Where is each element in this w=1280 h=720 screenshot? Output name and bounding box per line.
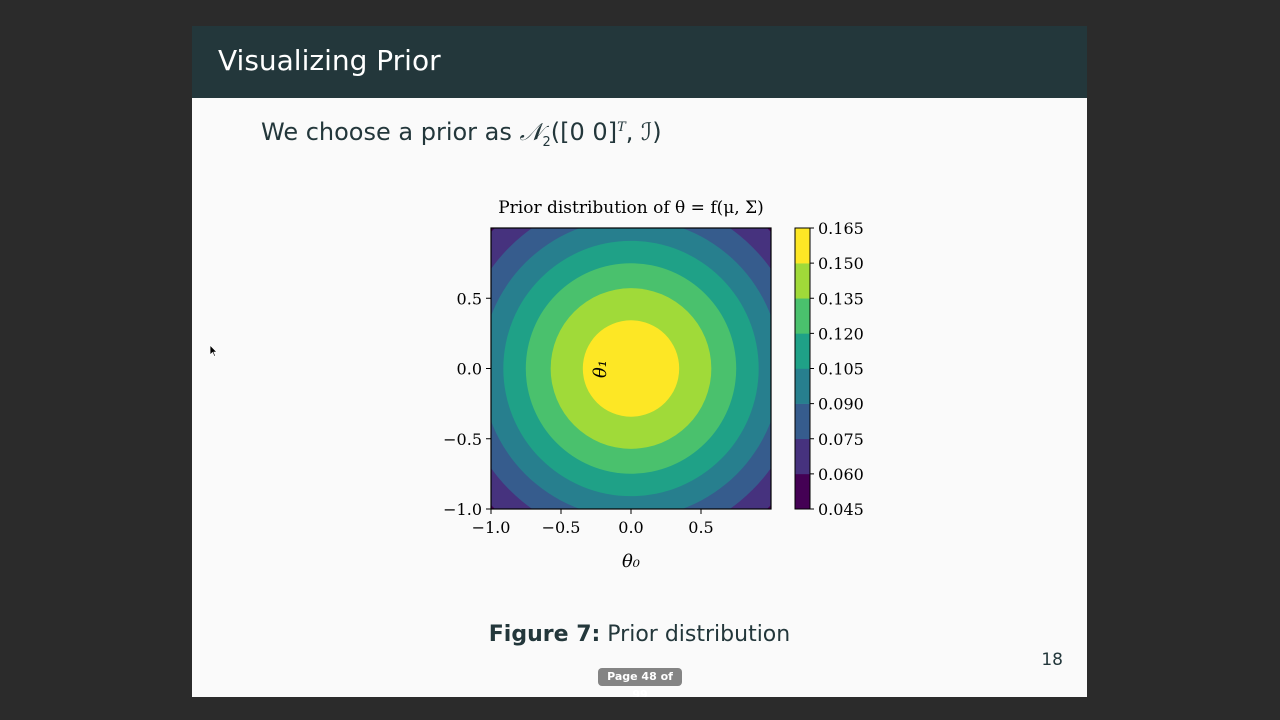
caption-text: Prior distribution [607, 622, 791, 647]
colorbar-label: 0.165 [818, 219, 864, 238]
math-normal-symbol: 𝒩 [519, 118, 543, 146]
x-tick-label: 0.5 [688, 518, 713, 537]
colorbar-label: 0.135 [818, 289, 864, 308]
colorbar-segment [795, 438, 810, 475]
chart-title: Prior distribution of θ = f(μ, Σ) [498, 198, 764, 218]
contour-band-7 [582, 320, 680, 417]
y-axis: −1.0 −0.5 0.0 0.5 [443, 289, 491, 519]
colorbar-segment [795, 298, 810, 334]
figure-caption: Figure 7: Prior distribution [192, 622, 1087, 647]
colorbar-label: 0.120 [818, 324, 864, 343]
plot-area [490, 227, 772, 510]
slide: Visualizing Prior We choose a prior as 𝒩… [192, 26, 1087, 697]
intro-plain-text: We choose a prior as [261, 118, 520, 146]
mouse-cursor-icon [210, 345, 218, 357]
y-axis-label: θ₁ [590, 360, 611, 378]
colorbar-segment [795, 403, 810, 440]
colorbar-label: 0.060 [818, 465, 864, 484]
math-transpose: T [617, 120, 626, 135]
x-axis: −1.0 −0.5 0.0 0.5 [472, 509, 714, 537]
contour-chart: Prior distribution of θ = f(μ, Σ) −1.0 −0… [443, 198, 864, 572]
caption-label: Figure 7: [488, 622, 601, 647]
x-tick-label: −0.5 [542, 518, 581, 537]
colorbar-segment [795, 228, 810, 264]
math-identity: , ℐ) [625, 118, 662, 146]
x-tick-label: −1.0 [472, 518, 511, 537]
math-vector: ([0 0] [550, 118, 618, 146]
colorbar-segment [795, 263, 810, 299]
slide-title: Visualizing Prior [218, 44, 441, 77]
y-tick-label: 0.5 [457, 289, 482, 308]
colorbar-label: 0.105 [818, 360, 864, 379]
intro-text: We choose a prior as 𝒩2([0 0]T, ℐ) [261, 118, 662, 150]
colorbar: 0.165 0.150 0.135 0.120 0.105 0.090 0.075 0.060… [794, 219, 864, 519]
x-tick-label: 0.0 [618, 518, 643, 537]
y-tick-label: −1.0 [443, 500, 482, 519]
colorbar-segment [795, 333, 810, 369]
slide-header: Visualizing Prior [192, 26, 1087, 98]
x-axis-label: θ₀ [622, 551, 640, 572]
y-tick-label: 0.0 [457, 360, 482, 379]
math-subscript: 2 [542, 134, 551, 150]
colorbar-label: 0.075 [818, 430, 864, 449]
y-tick-label: −0.5 [443, 430, 482, 449]
colorbar-segment [795, 473, 810, 510]
colorbar-label: 0.150 [818, 254, 864, 273]
colorbar-label: 0.045 [818, 500, 864, 519]
colorbar-label: 0.090 [818, 395, 864, 414]
page-indicator: Page 48 of 99 [598, 668, 682, 697]
colorbar-segment [795, 368, 810, 404]
slide-number: 18 [1041, 650, 1063, 670]
